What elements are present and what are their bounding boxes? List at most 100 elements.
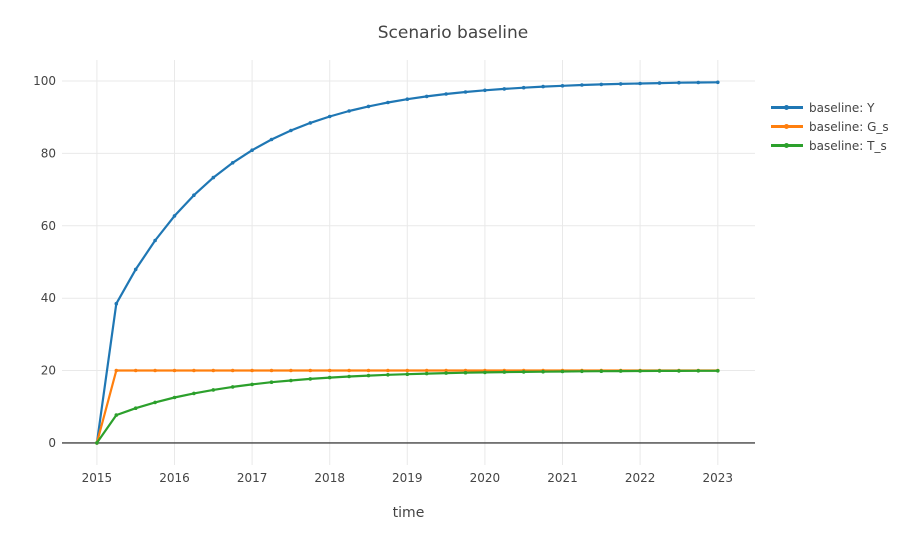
series-marker — [424, 371, 429, 376]
x-tick-label: 2021 — [547, 471, 578, 485]
series-marker — [250, 382, 254, 387]
series-marker — [677, 369, 681, 373]
x-tick-label: 2017 — [237, 471, 268, 485]
legend-line-marker-icon — [771, 117, 803, 136]
x-tick-label: 2016 — [159, 471, 190, 485]
series-marker — [289, 128, 293, 133]
series-marker — [114, 413, 119, 417]
y-tick-label: 80 — [41, 146, 56, 160]
series-marker — [521, 370, 526, 374]
series-marker — [347, 109, 351, 113]
series-marker — [114, 368, 119, 373]
series-marker — [444, 92, 448, 96]
y-tick-label: 20 — [41, 364, 56, 378]
series-marker — [211, 175, 216, 180]
x-tick-label: 2023 — [703, 471, 734, 485]
series-marker — [386, 100, 390, 105]
series-marker — [269, 368, 274, 373]
series-marker — [192, 368, 196, 373]
y-tick-label: 60 — [41, 219, 56, 233]
chart-title: Scenario baseline — [377, 23, 529, 43]
series-marker — [424, 368, 429, 373]
series-marker — [366, 104, 371, 109]
legend-line-marker-icon — [771, 98, 803, 117]
series-marker — [327, 375, 332, 380]
x-tick-label: 2015 — [82, 471, 113, 485]
series-marker — [599, 82, 604, 87]
y-tick-label: 100 — [33, 74, 56, 88]
series-marker — [327, 368, 332, 373]
series-marker — [502, 87, 507, 91]
series-marker — [560, 369, 565, 374]
series-marker — [444, 368, 448, 373]
series-marker — [230, 161, 235, 165]
series-marker — [386, 368, 390, 373]
series-marker — [133, 406, 138, 411]
series-marker — [483, 370, 487, 375]
series-marker — [463, 90, 468, 94]
series-marker — [250, 148, 254, 152]
series-marker — [618, 82, 623, 86]
series-marker — [560, 84, 565, 88]
y-tick-label: 40 — [41, 291, 56, 305]
x-tick-label: 2020 — [470, 471, 501, 485]
series-marker — [483, 88, 487, 93]
series-marker — [172, 395, 177, 400]
series-marker — [95, 441, 99, 445]
legend-item[interactable]: baseline: T_s — [771, 136, 889, 155]
series-marker — [424, 94, 429, 99]
series-marker — [230, 385, 235, 389]
series-marker — [716, 80, 720, 85]
series-marker — [502, 370, 507, 374]
series-marker — [308, 368, 313, 373]
series-marker — [230, 368, 235, 373]
x-axis-label: time — [392, 505, 425, 521]
series-marker — [153, 400, 157, 405]
legend-item[interactable]: baseline: Y — [771, 98, 889, 117]
series-marker — [289, 368, 293, 373]
series-marker — [192, 391, 196, 396]
legend-label: baseline: T_s — [809, 138, 887, 153]
series-marker — [677, 80, 681, 85]
series-marker — [618, 369, 623, 373]
series-marker — [153, 368, 157, 373]
series-marker — [580, 369, 584, 374]
series-marker — [657, 369, 662, 373]
series-marker — [153, 238, 157, 243]
series-marker — [172, 214, 177, 218]
legend-label: baseline: G_s — [809, 119, 889, 134]
series-marker — [580, 83, 584, 87]
series-marker — [599, 369, 604, 374]
series-marker — [541, 369, 545, 374]
series-marker — [696, 80, 701, 85]
series-marker — [250, 368, 254, 373]
y-tick-label: 0 — [48, 436, 56, 450]
series-marker — [463, 370, 468, 375]
series-marker — [269, 380, 274, 385]
series-marker — [211, 388, 216, 392]
x-tick-label: 2018 — [314, 471, 345, 485]
series-marker — [405, 97, 410, 101]
series-marker — [211, 368, 216, 373]
series-marker — [114, 301, 119, 306]
legend-item[interactable]: baseline: G_s — [771, 117, 889, 136]
series-marker — [541, 84, 545, 89]
series-marker — [521, 85, 526, 90]
series-marker — [347, 374, 351, 379]
series-marker — [386, 373, 390, 377]
series-marker — [638, 81, 642, 86]
series-marker — [638, 369, 642, 373]
legend-line-marker-icon — [771, 136, 803, 155]
legend-label: baseline: Y — [809, 100, 875, 115]
series-marker — [696, 369, 701, 373]
series-marker — [289, 378, 293, 383]
series-marker — [366, 368, 371, 373]
x-tick-label: 2019 — [392, 471, 423, 485]
series-marker — [444, 371, 448, 375]
series-marker — [405, 372, 410, 377]
x-tick-label: 2022 — [625, 471, 656, 485]
series-marker — [308, 121, 313, 125]
series-marker — [308, 377, 313, 381]
